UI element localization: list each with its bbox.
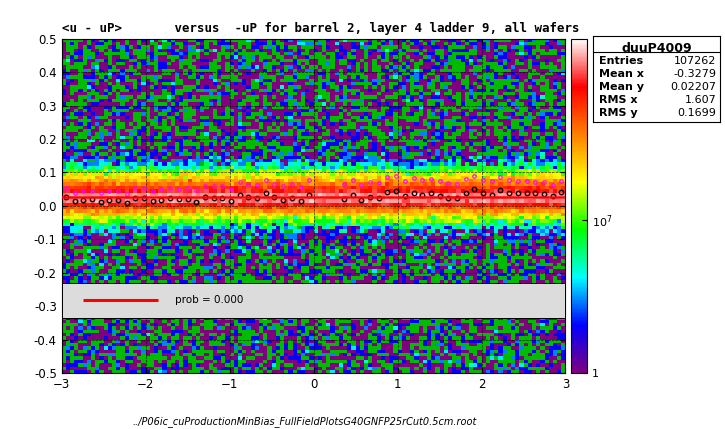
FancyBboxPatch shape — [62, 283, 566, 318]
Text: -0.3279: -0.3279 — [673, 69, 716, 79]
Text: prob = 0.000: prob = 0.000 — [175, 295, 244, 305]
Text: Mean x: Mean x — [600, 69, 645, 79]
Text: duuP4009: duuP4009 — [621, 42, 692, 55]
Text: 0.02207: 0.02207 — [670, 82, 716, 92]
Text: ../P06ic_cuProductionMinBias_FullFieldPlotsG40GNFP25rCut0.5cm.root: ../P06ic_cuProductionMinBias_FullFieldPl… — [132, 416, 477, 427]
Text: RMS x: RMS x — [600, 95, 638, 105]
Text: Entries: Entries — [600, 56, 644, 66]
Text: 1.607: 1.607 — [684, 95, 716, 105]
Text: RMS y: RMS y — [600, 108, 638, 118]
Text: <u - uP>       versus  -uP for barrel 2, layer 4 ladder 9, all wafers: <u - uP> versus -uP for barrel 2, layer … — [62, 22, 579, 35]
Text: 107262: 107262 — [674, 56, 716, 66]
Text: Mean y: Mean y — [600, 82, 645, 92]
Text: 0.1699: 0.1699 — [677, 108, 716, 118]
